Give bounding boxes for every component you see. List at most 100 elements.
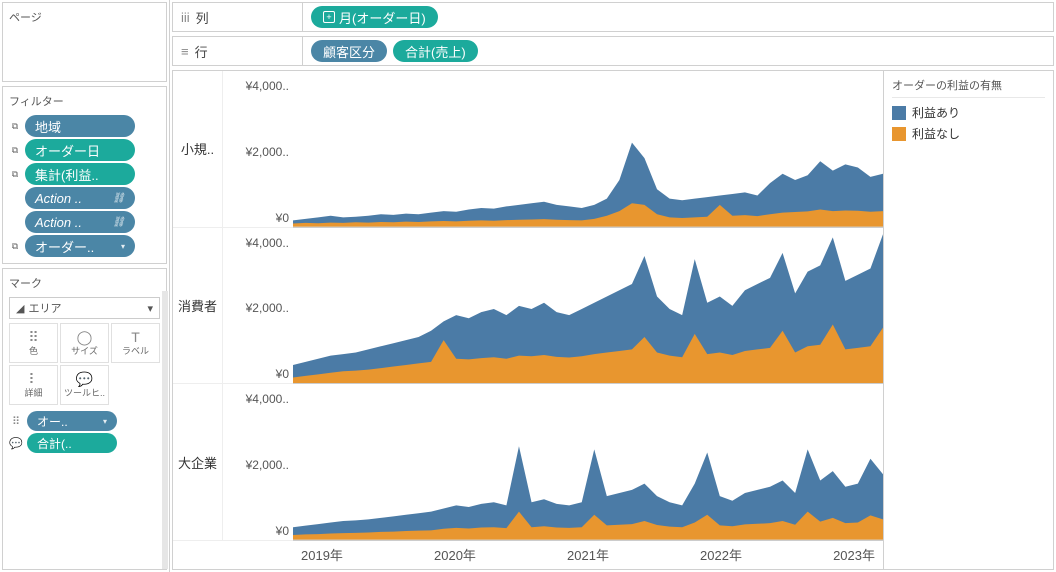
- marks-cell-label: サイズ: [71, 344, 98, 357]
- y-tick-label: ¥4,000..: [246, 236, 289, 250]
- context-icon: ⧉: [9, 168, 21, 180]
- pages-card: ページ: [2, 2, 167, 82]
- pages-title: ページ: [9, 7, 160, 29]
- row-header: 小規..: [173, 71, 223, 228]
- y-tick-label: ¥2,000..: [246, 458, 289, 472]
- chart-area: 小規.. ¥4,000.. ¥2,000.. ¥0 消費者 ¥4,000.. ¥2,000.…: [173, 71, 883, 569]
- marks-cell-ラベル[interactable]: Tラベル: [111, 323, 160, 363]
- marks-pill-label: 合計(..: [37, 435, 72, 452]
- marks-type-dropdown[interactable]: ◢ エリア ▾: [9, 297, 160, 319]
- shelf-pill-label: 月(オーダー日): [339, 8, 426, 27]
- y-axis: ¥4,000.. ¥2,000.. ¥0: [223, 384, 293, 541]
- filter-row: ⧉ オーダー日: [9, 139, 160, 161]
- y-tick-label: ¥4,000..: [246, 392, 289, 406]
- y-tick-label: ¥2,000..: [246, 301, 289, 315]
- marks-cell-icon: T: [131, 330, 140, 344]
- dropdown-caret-icon: ▾: [147, 302, 153, 315]
- filter-row: Action .. ⛓: [9, 187, 160, 209]
- color-legend: オーダーの利益の有無 利益あり利益なし: [883, 71, 1053, 569]
- shelf-pill[interactable]: + 月(オーダー日): [311, 6, 438, 28]
- marks-cell-色[interactable]: ⠿色: [9, 323, 58, 363]
- context-icon: ⧉: [9, 240, 21, 252]
- marks-card: マーク ◢ エリア ▾ ⠿色◯サイズTラベル⠇詳細💬ツールヒ.. ⠿オー..▾💬…: [2, 268, 167, 570]
- y-tick-label: ¥0: [276, 211, 289, 225]
- legend-item[interactable]: 利益あり: [892, 102, 1045, 123]
- x-tick-label: 2023年: [833, 545, 875, 564]
- link-icon: ⛓: [112, 217, 125, 228]
- chevron-down-icon: ▾: [121, 242, 125, 251]
- marks-cell-label: 色: [29, 344, 38, 357]
- x-tick-label: 2020年: [434, 545, 476, 564]
- context-icon: ⧉: [9, 144, 21, 156]
- filter-pill[interactable]: 地域: [25, 115, 135, 137]
- chart-panel[interactable]: [293, 228, 883, 385]
- left-sidebar: ページ フィルター ⧉地域⧉オーダー日⧉集計(利益..Action ..⛓Act…: [0, 0, 170, 572]
- y-tick-label: ¥0: [276, 367, 289, 381]
- marks-cell-icon: 💬: [76, 372, 93, 386]
- filter-pill[interactable]: オーダー日: [25, 139, 135, 161]
- legend-item-label: 利益なし: [912, 125, 960, 142]
- area-chart-icon: ◢: [16, 302, 24, 315]
- columns-shelf[interactable]: iii 列 + 月(オーダー日): [172, 2, 1054, 32]
- chart-panel[interactable]: [293, 384, 883, 541]
- assignment-icon: 💬: [9, 436, 23, 450]
- expand-icon: +: [323, 11, 335, 23]
- marks-cell-label: 詳細: [24, 386, 42, 399]
- x-tick-label: 2021年: [567, 545, 609, 564]
- row-header: 大企業: [173, 384, 223, 541]
- columns-shelf-label: 列: [196, 8, 209, 27]
- marks-assignment-row: ⠿オー..▾: [9, 411, 160, 431]
- marks-scrollbar[interactable]: [162, 291, 168, 569]
- filter-row: ⧉ 地域: [9, 115, 160, 137]
- filter-pill-label: Action ..: [35, 191, 82, 206]
- y-tick-label: ¥2,000..: [246, 145, 289, 159]
- legend-item-label: 利益あり: [912, 104, 960, 121]
- context-icon: ⧉: [9, 120, 21, 132]
- marks-cell-icon: ⠇: [28, 372, 38, 386]
- legend-title: オーダーの利益の有無: [892, 77, 1045, 98]
- legend-swatch: [892, 127, 906, 141]
- shelf-pill[interactable]: 顧客区分: [311, 40, 387, 62]
- row-header: 消費者: [173, 228, 223, 385]
- legend-item[interactable]: 利益なし: [892, 123, 1045, 144]
- marks-title: マーク: [9, 273, 160, 295]
- filter-pill-label: 集計(利益..: [35, 165, 99, 184]
- marks-pill[interactable]: オー.. ▾: [27, 411, 117, 431]
- chart-panel[interactable]: [293, 71, 883, 228]
- marks-assignment-row: 💬 合計(..: [9, 433, 160, 453]
- marks-cell-label: ラベル: [122, 344, 149, 357]
- shelf-pill-label: 合計(売上): [405, 42, 466, 61]
- filters-card: フィルター ⧉地域⧉オーダー日⧉集計(利益..Action ..⛓Action …: [2, 86, 167, 264]
- filter-pill[interactable]: 集計(利益..: [25, 163, 135, 185]
- rows-shelf-label: 行: [195, 42, 208, 61]
- shelf-pill-label: 顧客区分: [323, 42, 375, 61]
- marks-cell-サイズ[interactable]: ◯サイズ: [60, 323, 109, 363]
- filter-pill-label: 地域: [35, 117, 61, 136]
- shelves: iii 列 +月(オーダー日) ≡ 行 顧客区分合計(売上): [170, 0, 1056, 68]
- marks-cell-ツールヒ..[interactable]: 💬ツールヒ..: [60, 365, 109, 405]
- marks-type-label: エリア: [28, 300, 61, 316]
- link-icon: ⛓: [112, 193, 125, 204]
- marks-cell-icon: ⠿: [28, 330, 38, 344]
- legend-swatch: [892, 106, 906, 120]
- rows-shelf[interactable]: ≡ 行 顧客区分合計(売上): [172, 36, 1054, 66]
- filter-pill-label: Action ..: [35, 215, 82, 230]
- y-tick-label: ¥0: [276, 524, 289, 538]
- marks-pill-label: オー..: [37, 413, 68, 430]
- x-tick-label: 2019年: [301, 545, 343, 564]
- marks-pill[interactable]: 合計(..: [27, 433, 117, 453]
- filter-pill[interactable]: Action .. ⛓: [25, 187, 135, 209]
- columns-icon: iii: [181, 10, 190, 25]
- chevron-down-icon: ▾: [103, 417, 107, 426]
- x-tick-label: 2022年: [700, 545, 742, 564]
- x-axis: 2019年 2020年 2021年 2022年 2023年: [293, 541, 883, 569]
- filter-pill[interactable]: オーダー..▾: [25, 235, 135, 257]
- filter-pill-label: オーダー日: [35, 141, 100, 160]
- marks-cell-詳細[interactable]: ⠇詳細: [9, 365, 58, 405]
- filter-pill[interactable]: Action .. ⛓: [25, 211, 135, 233]
- shelf-pill[interactable]: 合計(売上): [393, 40, 478, 62]
- filter-row: ⧉ オーダー..▾: [9, 235, 160, 257]
- marks-cell-icon: ◯: [77, 330, 93, 344]
- filter-row: ⧉ 集計(利益..: [9, 163, 160, 185]
- y-axis: ¥4,000.. ¥2,000.. ¥0: [223, 228, 293, 385]
